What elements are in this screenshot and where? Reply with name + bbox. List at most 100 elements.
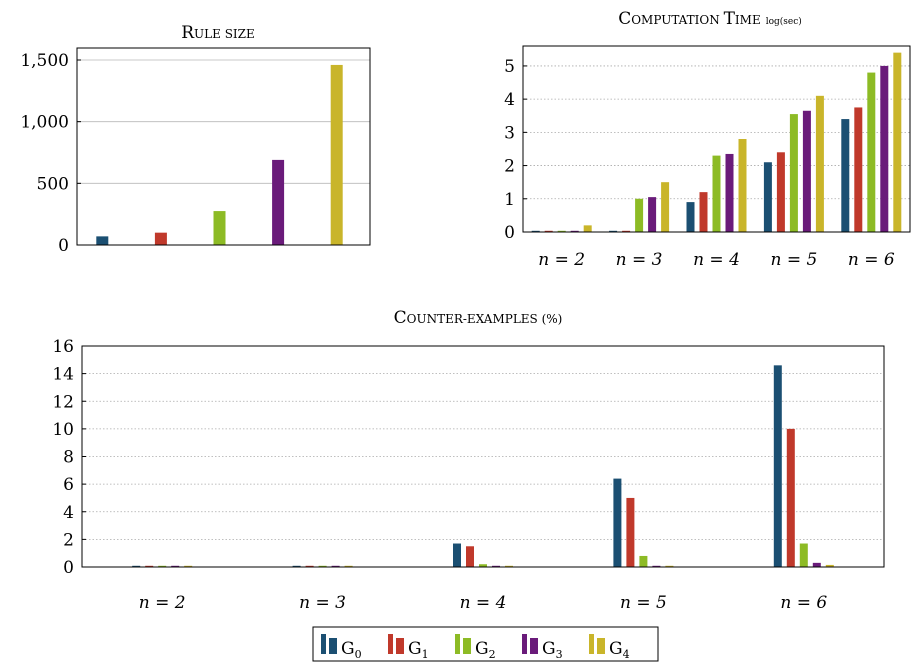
computation-time-bars [531, 52, 902, 233]
x-tick-label: n = 4 [460, 593, 507, 613]
bar-g3-n2 [171, 565, 180, 567]
counter-examples-gridlines [82, 345, 884, 540]
bar-g0-n2 [531, 230, 540, 232]
legend-swatch-g0 [329, 638, 337, 654]
x-tick-label: n = 6 [780, 593, 827, 613]
bar-g0-n3 [609, 230, 618, 232]
legend: G0 G1 G2 G3 G4 [312, 626, 659, 662]
bar-g2-n3 [318, 565, 327, 567]
legend-label-g0: G0 [341, 639, 362, 661]
bar-g2-n5 [639, 555, 648, 567]
legend-swatch-g3 [530, 638, 538, 654]
bar-g1-n6 [786, 428, 795, 567]
bar-g4-n6 [893, 52, 902, 233]
legend-label-g1: G1 [408, 639, 429, 661]
y-tick-label: 12 [52, 392, 74, 412]
bar-g1-n3 [622, 230, 631, 232]
bar-g2-n6 [867, 72, 876, 232]
bar-g0 [96, 236, 109, 245]
bar-g1-n2 [544, 230, 553, 232]
computation-time-x-ticks: n = 2 n = 3 n = 4 n = 5 n = 6 [538, 250, 895, 270]
legend-swatch-g2 [463, 638, 471, 654]
y-tick-label: 8 [63, 448, 74, 468]
legend-swatch-g2 [455, 634, 460, 654]
x-tick-label: n = 2 [538, 250, 585, 270]
bar-g1-n6 [854, 107, 863, 232]
bar-g4 [330, 64, 343, 245]
bar-g0-n6 [773, 365, 782, 567]
bar-g1-n2 [145, 565, 154, 567]
y-tick-label: 2 [63, 530, 74, 550]
bar-g2-n5 [789, 114, 798, 232]
rule-size-y-ticks: 0 500 1,000 1,500 [20, 51, 81, 256]
computation-time-y-ticks: 0 1 2 3 4 5 [504, 57, 527, 243]
bar-g3-n6 [812, 562, 821, 567]
legend-label-g3: G3 [542, 639, 563, 661]
y-tick-label: 1,500 [20, 51, 69, 71]
bar-g3-n6 [880, 65, 889, 232]
y-tick-label: 0 [63, 558, 74, 578]
bar-g4-n4 [505, 565, 513, 567]
bar-g0-n4 [686, 202, 695, 232]
bar-g2-n2 [557, 230, 566, 232]
legend-swatch-g1 [388, 634, 393, 654]
bar-g1-n4 [699, 192, 708, 232]
legend-swatch-g4 [597, 638, 605, 654]
bar-g1 [154, 232, 167, 245]
y-tick-label: 0 [58, 236, 69, 256]
bar-g0-n5 [763, 162, 772, 232]
bar-g0-n5 [613, 478, 622, 567]
y-tick-label: 3 [504, 123, 515, 143]
bar-g4-n5 [665, 565, 674, 567]
bar-g3-n2 [570, 230, 579, 232]
bar-g4-n3 [661, 182, 670, 232]
y-tick-label: 4 [504, 90, 515, 110]
bar-g0-n6 [841, 119, 850, 232]
counter-examples-bars [132, 365, 834, 567]
rule-size-title: RULE SIZE [181, 23, 255, 43]
counter-examples-chart: COUNTER-EXAMPLES (%) 0 2 4 6 8 10 12 14 16 n = 2… [52, 308, 885, 613]
bar-g2-n3 [635, 198, 644, 232]
y-tick-label: 16 [52, 337, 74, 357]
legend-swatch-g1 [396, 638, 404, 654]
rule-size-frame [76, 47, 371, 246]
x-tick-label: n = 6 [848, 250, 895, 270]
legend-entries: G0 G1 G2 G3 G4 [321, 634, 630, 661]
computation-time-title: COMPUTATION TIME log(sec) [618, 9, 802, 29]
rule-size-gridlines [77, 59, 370, 184]
counter-examples-y-ticks: 0 2 4 6 8 10 12 14 16 [52, 337, 86, 578]
legend-label-g4: G4 [609, 639, 630, 661]
bar-g4-n4 [738, 139, 747, 232]
bar-g1-n4 [466, 546, 474, 567]
bar-g1-n5 [776, 152, 785, 232]
rule-size-bars [96, 64, 343, 245]
legend-swatch-g3 [522, 634, 527, 654]
y-tick-label: 10 [52, 420, 74, 440]
bar-g1-n3 [305, 565, 314, 567]
bar-g3-n4 [492, 565, 500, 567]
bar-g4-n6 [825, 564, 834, 567]
legend-label-g2: G2 [475, 639, 496, 661]
x-tick-label: n = 5 [770, 250, 817, 270]
y-tick-label: 1 [504, 190, 515, 210]
y-tick-label: 6 [63, 475, 74, 495]
bar-g2-n4 [712, 155, 721, 232]
bar-g4-n3 [344, 565, 353, 567]
y-tick-label: 500 [37, 174, 69, 194]
y-tick-label: 14 [52, 365, 74, 385]
y-tick-label: 5 [504, 57, 515, 77]
x-tick-label: n = 3 [616, 250, 663, 270]
computation-time-frame [522, 45, 911, 233]
bar-g0-n2 [132, 565, 141, 567]
bar-g3-n5 [802, 110, 811, 232]
bar-g2-n4 [479, 564, 487, 567]
x-tick-label: n = 5 [620, 593, 667, 613]
bar-g0-n4 [453, 543, 461, 567]
bar-g2-n2 [158, 565, 167, 567]
legend-swatch-g4 [589, 634, 594, 654]
bar-g2 [213, 211, 226, 245]
y-tick-label: 1,000 [20, 113, 69, 133]
rule-size-chart: RULE SIZE 0 500 1,000 1,500 [20, 23, 371, 256]
